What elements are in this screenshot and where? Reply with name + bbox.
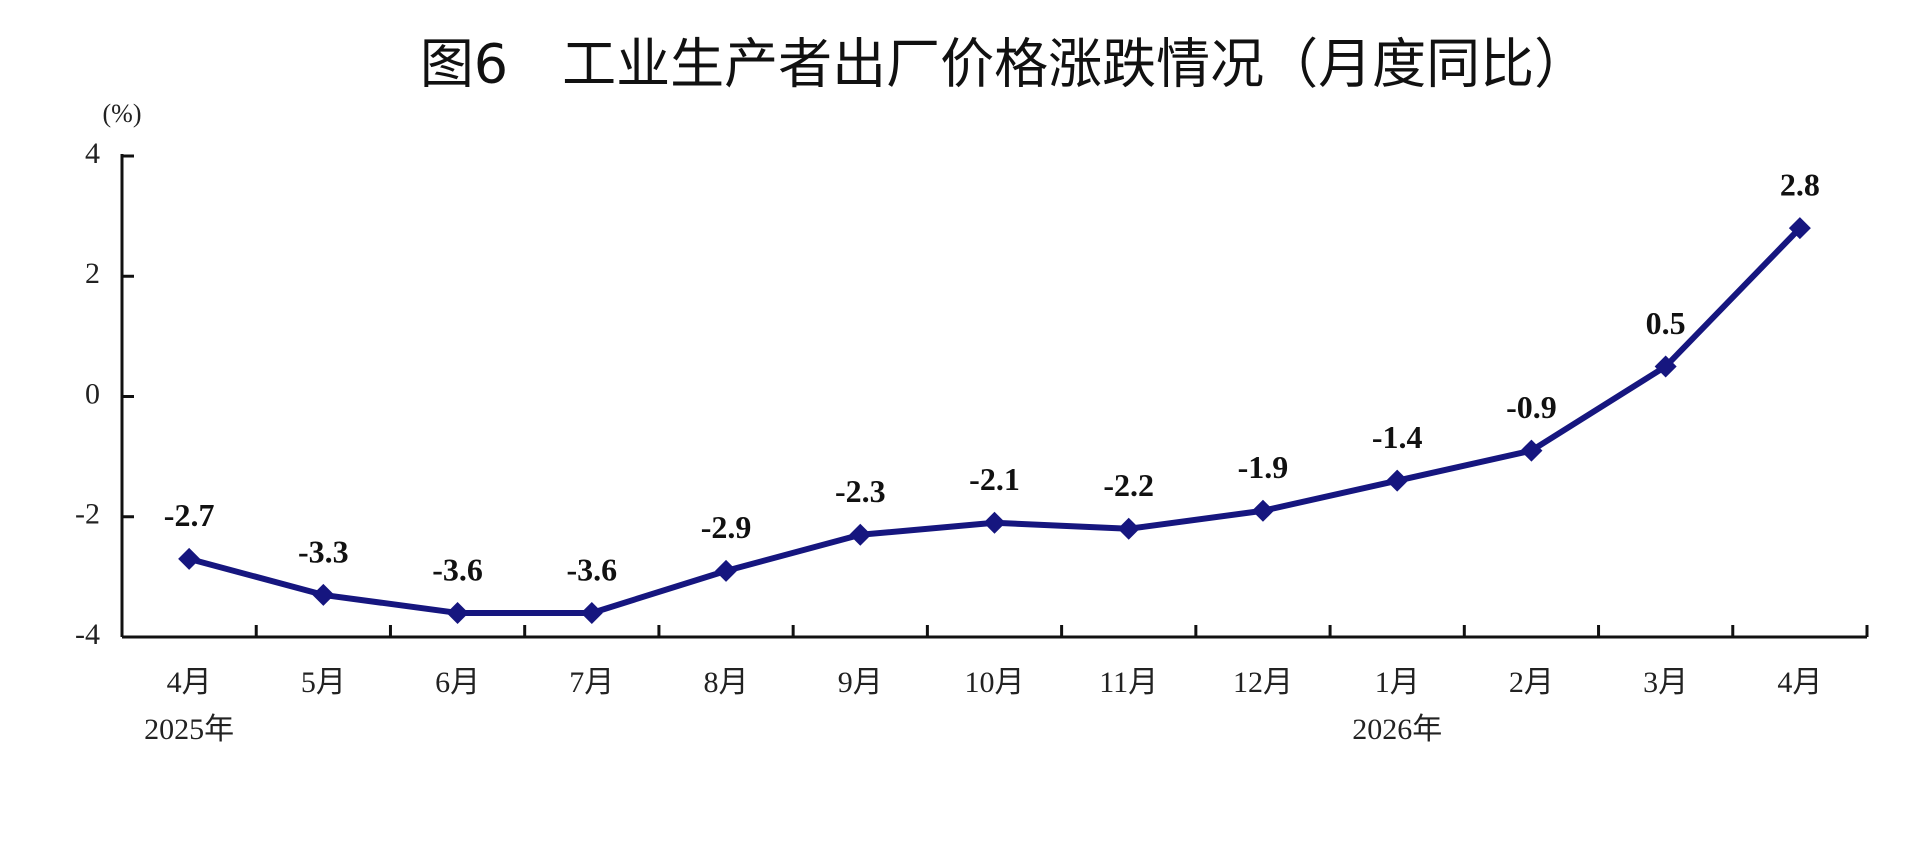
point-marker <box>1386 469 1409 492</box>
x-tick-label: 9月 <box>838 666 883 699</box>
x-tick-label: 2月 <box>1509 666 1554 699</box>
y-tick-label: 2 <box>85 257 100 290</box>
data-label: -2.3 <box>835 473 886 509</box>
y-tick-label: 4 <box>85 137 100 170</box>
x-tick-label: 5月 <box>301 666 346 699</box>
chart-title: 图6 工业生产者出厂价格涨跌情况（月度同比） <box>420 33 1588 96</box>
x-tick-label: 4月 <box>1777 666 1822 699</box>
data-label: -3.3 <box>298 533 349 569</box>
series-line <box>188 226 1803 616</box>
point-marker <box>446 601 469 624</box>
x-tick-label: 7月 <box>569 666 614 699</box>
point-marker <box>1654 355 1677 378</box>
x-tick-label: 8月 <box>704 666 749 699</box>
point-marker <box>983 511 1006 534</box>
data-label: -2.1 <box>969 461 1020 497</box>
year-label: 2025年 <box>144 713 234 746</box>
data-label: -0.9 <box>1506 389 1557 425</box>
y-unit-label: (%) <box>103 99 142 128</box>
x-tick-label: 12月 <box>1233 666 1293 699</box>
data-label: -1.4 <box>1372 419 1423 455</box>
x-tick-label: 6月 <box>435 666 480 699</box>
data-label: -3.6 <box>432 551 483 587</box>
point-marker <box>1788 217 1811 240</box>
point-marker <box>1520 439 1543 462</box>
data-label: -3.6 <box>566 551 617 587</box>
point-marker <box>1117 517 1140 540</box>
x-tick-label: 1月 <box>1375 666 1420 699</box>
data-label: 0.5 <box>1646 305 1686 341</box>
point-marker <box>715 559 738 582</box>
x-tick-label: 4月 <box>167 666 212 699</box>
point-marker <box>178 547 201 570</box>
x-tick-label: 10月 <box>965 666 1025 699</box>
point-marker <box>580 601 603 624</box>
point-marker <box>849 523 872 546</box>
point-marker <box>1251 499 1274 522</box>
data-label: -2.7 <box>164 497 215 533</box>
y-tick-label: -4 <box>75 618 100 651</box>
y-tick-label: 0 <box>85 377 100 410</box>
point-marker <box>312 583 335 606</box>
data-label: -2.9 <box>701 509 752 545</box>
data-label: -1.9 <box>1238 449 1289 485</box>
y-tick-label: -2 <box>75 498 100 531</box>
data-label: 2.8 <box>1780 166 1820 202</box>
x-tick-label: 3月 <box>1643 666 1688 699</box>
data-label: -2.2 <box>1103 467 1154 503</box>
x-tick-label: 11月 <box>1099 666 1158 699</box>
year-label: 2026年 <box>1352 713 1442 746</box>
